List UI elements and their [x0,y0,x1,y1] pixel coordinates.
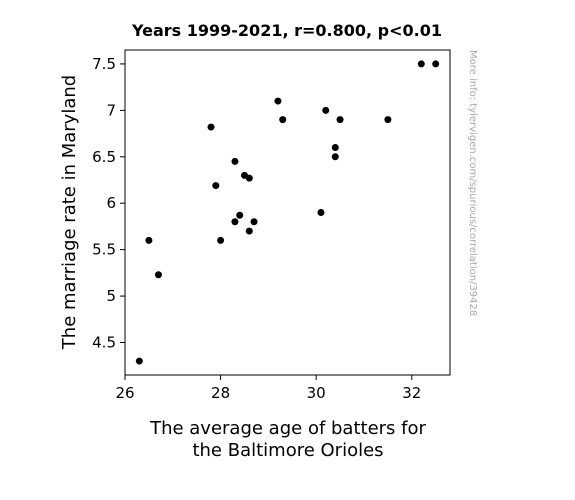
data-point [231,157,239,165]
data-point [417,60,425,68]
data-point [432,60,440,68]
data-point [274,97,282,105]
y-tick-label: 7 [106,101,116,119]
x-tick-label: 30 [307,384,326,402]
data-point [322,106,330,114]
data-point [135,357,143,365]
data-point [245,227,253,235]
data-point [231,218,239,226]
data-point [207,123,215,131]
data-point [336,116,344,124]
y-tick-label: 5.5 [92,241,116,259]
y-tick-label: 4.5 [92,334,116,352]
y-axis-ticks: 4.5 5 5.5 6 6.5 7 7.5 [92,55,125,352]
chart-title: Years 1999-2021, r=0.800, p<0.01 [131,21,442,40]
data-point [145,236,153,244]
data-point [384,116,392,124]
data-point [331,153,339,161]
y-tick-label: 6.5 [92,148,116,166]
x-tick-label: 26 [115,384,134,402]
data-point [236,211,244,219]
data-point [217,236,225,244]
x-tick-label: 32 [402,384,421,402]
data-point [279,116,287,124]
data-point [245,174,253,182]
x-axis-label-line-1: The average age of batters for [149,418,426,439]
x-axis-ticks: 26 28 30 32 [115,375,421,402]
y-axis-label: The marriage rate in Maryland [59,75,80,350]
data-point [212,182,220,190]
plot-frame [124,49,451,376]
data-point [154,271,162,279]
source-note: More info: tylervigen.com/spurious/corre… [467,50,478,316]
y-tick-label: 5 [106,287,116,305]
data-points [135,60,440,365]
y-tick-label: 6 [106,194,116,212]
x-axis-label-line-2: the Baltimore Orioles [192,440,383,461]
data-point [331,144,339,151]
x-tick-label: 28 [211,384,230,402]
y-tick-label: 7.5 [92,55,116,73]
data-point [317,209,325,216]
data-point [250,218,258,226]
